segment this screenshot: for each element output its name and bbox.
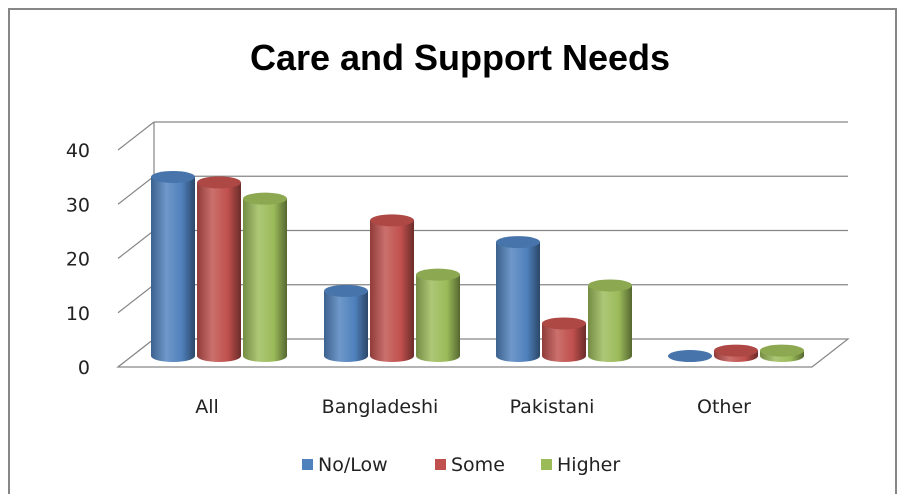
bar-no-low-all [151, 170, 195, 362]
legend-swatch [435, 459, 446, 470]
bar-higher-other [760, 344, 804, 362]
chart-floor [116, 338, 850, 368]
side-gridline [117, 175, 155, 205]
legend-label: Higher [557, 454, 620, 476]
bar-some-all [197, 176, 241, 362]
legend-item: No/Low [302, 454, 388, 476]
bars [151, 170, 804, 362]
x-tick-label: All [195, 396, 219, 418]
bar-some-bangladeshi [370, 214, 414, 362]
side-gridline [117, 284, 155, 314]
x-tick-label: Bangladeshi [322, 396, 439, 418]
x-axis: All Bangladeshi Pakistani Other [195, 396, 751, 418]
legend-item: Higher [541, 454, 620, 476]
legend: No/Low Some Higher [302, 454, 620, 476]
y-tick-label: 40 [66, 140, 90, 162]
chart-title: Care and Support Needs [250, 37, 670, 78]
bar-some-other [714, 344, 758, 362]
y-tick-label: 0 [78, 357, 90, 379]
floor-plane [116, 338, 850, 368]
y-tick-label: 10 [66, 303, 90, 325]
bar-some-pakistani [542, 317, 586, 362]
bar-no-low-other [668, 350, 712, 362]
bar-higher-pakistani [588, 279, 632, 362]
side-gridline [117, 230, 155, 259]
bar-no-low-bangladeshi [324, 284, 368, 362]
legend-swatch [541, 459, 552, 470]
x-tick-label: Pakistani [510, 396, 595, 418]
legend-label: Some [451, 454, 505, 476]
y-axis: 0 10 20 30 40 [66, 140, 90, 379]
legend-swatch [302, 459, 313, 470]
legend-item: Some [435, 454, 505, 476]
x-tick-label: Other [697, 396, 751, 418]
y-tick-label: 30 [66, 194, 90, 216]
y-tick-label: 20 [66, 249, 90, 271]
legend-label: No/Low [318, 454, 388, 476]
bar-higher-all [243, 192, 287, 362]
bar-no-low-pakistani [496, 236, 540, 362]
bar-higher-bangladeshi [416, 268, 460, 362]
side-gridline [117, 121, 155, 151]
